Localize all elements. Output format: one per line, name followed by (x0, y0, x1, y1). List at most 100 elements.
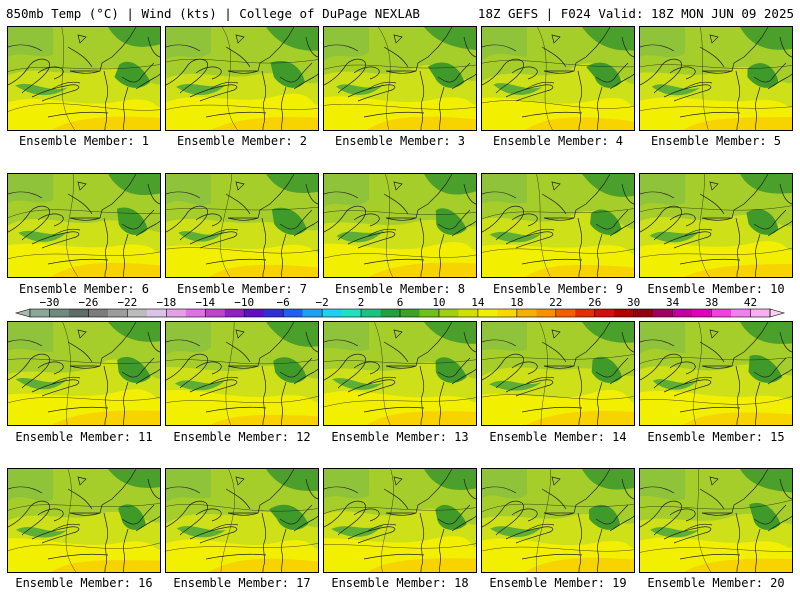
colorbar-swatch (263, 309, 284, 317)
colorbar-swatch (185, 309, 206, 317)
colorbar-swatch (438, 309, 459, 317)
colorbar-swatch (146, 309, 167, 317)
ensemble-member-label: Ensemble Member: 13 (331, 430, 469, 444)
colorbar-tick-label: −2 (315, 296, 328, 309)
ensemble-member-label: Ensemble Member: 15 (647, 430, 785, 444)
ensemble-member-label: Ensemble Member: 3 (334, 134, 466, 148)
colorbar-tick-label: −18 (156, 296, 176, 309)
colorbar-tick-label: 22 (549, 296, 562, 309)
colorbar-swatch (283, 309, 303, 317)
ensemble-map-panel (7, 468, 161, 573)
ensemble-member-label: Ensemble Member: 8 (334, 282, 466, 296)
ensemble-member-label: Ensemble Member: 20 (647, 576, 785, 590)
colorbar-swatch (361, 309, 381, 317)
colorbar-swatch (653, 309, 673, 317)
colorbar-tick-label: 30 (627, 296, 640, 309)
ensemble-map-panel (481, 26, 635, 131)
colorbar-tick-label: −14 (195, 296, 215, 309)
colorbar-swatch (400, 309, 420, 317)
ensemble-map-panel (165, 26, 319, 131)
ensemble-map-panel (639, 468, 793, 573)
colorbar-tick-label: 42 (744, 296, 757, 309)
colorbar-tick-label: 26 (588, 296, 601, 309)
colorbar-swatch (107, 309, 128, 317)
colorbar-swatch (477, 309, 498, 317)
header-title: 850mb Temp (°C) | Wind (kts) | College o… (6, 6, 420, 21)
colorbar-max-arrow (769, 308, 786, 318)
colorbar-swatch (419, 309, 440, 317)
colorbar-tick-label: 10 (432, 296, 445, 309)
colorbar-swatch (127, 309, 148, 317)
ensemble-map-panel (481, 173, 635, 278)
ensemble-member-label: Ensemble Member: 5 (650, 134, 782, 148)
colorbar-tick-label: −30 (40, 296, 60, 309)
ensemble-member-label: Ensemble Member: 9 (492, 282, 624, 296)
colorbar-swatch (341, 309, 362, 317)
colorbar-swatch (594, 309, 615, 317)
ensemble-map-panel (7, 321, 161, 426)
colorbar-tick-label: 18 (510, 296, 523, 309)
ensemble-map-panel (165, 173, 319, 278)
colorbar-swatch (555, 309, 576, 317)
colorbar-tick-label: 14 (471, 296, 485, 309)
colorbar-swatch (205, 309, 226, 317)
ensemble-member-label: Ensemble Member: 4 (492, 134, 624, 148)
colorbar-swatch (575, 309, 596, 317)
ensemble-map-panel (481, 321, 635, 426)
colorbar-swatch (68, 309, 89, 317)
header-valid-time: 18Z GEFS | F024 Valid: 18Z MON JUN 09 20… (477, 6, 794, 21)
colorbar-swatch (731, 309, 751, 317)
colorbar-swatch (750, 309, 771, 317)
colorbar-swatch (711, 309, 732, 317)
ensemble-member-label: Ensemble Member: 1 (18, 134, 150, 148)
colorbar-tick-label: 6 (397, 296, 404, 309)
ensemble-member-label: Ensemble Member: 16 (15, 576, 153, 590)
colorbar-tick-label: 38 (705, 296, 718, 309)
ensemble-member-label: Ensemble Member: 18 (331, 576, 469, 590)
colorbar-swatch (30, 309, 50, 317)
ensemble-map-panel (323, 468, 477, 573)
colorbar-min-arrow (14, 308, 31, 318)
colorbar-swatch (458, 309, 479, 317)
colorbar-swatch (633, 309, 654, 317)
ensemble-map-panel (7, 26, 161, 131)
temperature-colorbar: −30 −26 −22 −18 −14 −10 −6 −2 2 6 10 14 18 22 26 30 34 38… (14, 296, 786, 318)
ensemble-member-label: Ensemble Member: 17 (173, 576, 311, 590)
colorbar-swatch (302, 309, 323, 317)
ensemble-member-label: Ensemble Member: 12 (173, 430, 311, 444)
ensemble-member-label: Ensemble Member: 10 (647, 282, 785, 296)
colorbar-swatch (516, 309, 537, 317)
colorbar-swatch (322, 309, 342, 317)
ensemble-map-panel (481, 468, 635, 573)
colorbar-swatch (497, 309, 518, 317)
ensemble-map-panel (639, 26, 793, 131)
ensemble-member-label: Ensemble Member: 7 (176, 282, 308, 296)
colorbar-tick-label: −10 (234, 296, 254, 309)
colorbar-swatch (536, 309, 557, 317)
colorbar-tick-label: −26 (78, 296, 98, 309)
ensemble-member-label: Ensemble Member: 11 (15, 430, 153, 444)
ensemble-map-panel (639, 173, 793, 278)
colorbar-swatch (88, 309, 109, 317)
colorbar-swatch (49, 309, 70, 317)
colorbar-swatch (166, 309, 187, 317)
ensemble-map-panel (323, 173, 477, 278)
colorbar-swatch (672, 309, 693, 317)
ensemble-member-label: Ensemble Member: 14 (489, 430, 627, 444)
ensemble-member-label: Ensemble Member: 19 (489, 576, 627, 590)
ensemble-map-panel (165, 468, 319, 573)
ensemble-map-panel (323, 321, 477, 426)
colorbar-tick-label: −6 (277, 296, 290, 309)
ensemble-map-panel (165, 321, 319, 426)
ensemble-member-label: Ensemble Member: 2 (176, 134, 308, 148)
colorbar-tick-label: −22 (117, 296, 137, 309)
colorbar-swatch (244, 309, 264, 317)
colorbar-swatch (380, 309, 401, 317)
ensemble-map-panel (7, 173, 161, 278)
colorbar-swatch (224, 309, 245, 317)
ensemble-map-panel (323, 26, 477, 131)
colorbar-tick-label: 2 (358, 296, 365, 309)
colorbar-swatch (614, 309, 634, 317)
colorbar-tick-label: 34 (666, 296, 680, 309)
ensemble-member-label: Ensemble Member: 6 (18, 282, 150, 296)
